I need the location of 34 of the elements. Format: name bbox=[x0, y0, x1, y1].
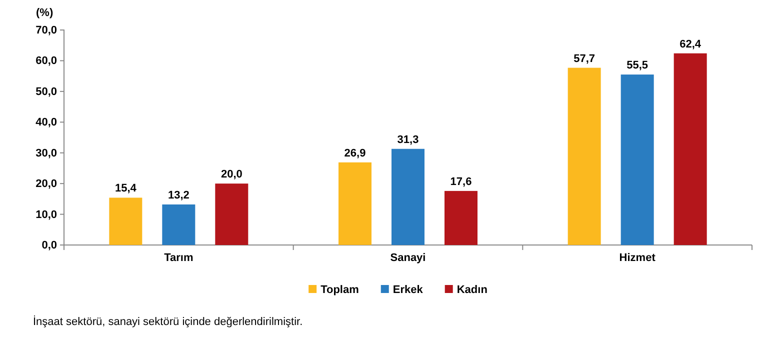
bar bbox=[392, 148, 424, 245]
y-tick-label: 70,0 bbox=[36, 24, 57, 37]
data-label: 57,7 bbox=[574, 52, 596, 65]
legend-label: Toplam bbox=[320, 284, 360, 296]
x-tick-label: Tarım bbox=[164, 252, 194, 264]
bar bbox=[338, 162, 372, 245]
x-tick-label: Sanayi bbox=[390, 252, 426, 264]
bar bbox=[215, 184, 248, 245]
data-label: 31,3 bbox=[397, 134, 419, 146]
data-label: 17,6 bbox=[450, 176, 472, 188]
y-tick-label: 40,0 bbox=[36, 116, 57, 129]
bar bbox=[620, 74, 654, 245]
bar bbox=[109, 198, 142, 245]
data-label: 26,9 bbox=[344, 147, 366, 160]
bar bbox=[674, 53, 707, 245]
bar bbox=[162, 204, 196, 245]
legend-label: Kadın bbox=[456, 284, 488, 296]
data-label: 13,2 bbox=[168, 189, 190, 202]
data-label: 55,5 bbox=[626, 60, 648, 72]
y-tick-label: 10,0 bbox=[36, 208, 57, 221]
y-tick-label: 20,0 bbox=[36, 178, 57, 190]
y-axis-title: (%) bbox=[36, 7, 54, 19]
legend-label: Erkek bbox=[392, 284, 424, 296]
y-tick-label: 50,0 bbox=[36, 86, 57, 98]
bar bbox=[444, 190, 478, 245]
y-tick-label: 0,0 bbox=[42, 240, 57, 252]
data-label: 62,4 bbox=[680, 38, 702, 50]
bar bbox=[568, 68, 601, 245]
data-label: 20,0 bbox=[220, 168, 242, 181]
y-tick-label: 30,0 bbox=[36, 147, 57, 160]
x-tick-label: Hizmet bbox=[619, 252, 656, 264]
data-label: 15,4 bbox=[114, 182, 138, 195]
y-tick-label: 60,0 bbox=[36, 55, 57, 68]
text: İnşaat sektörü, sanayi sektörü içinde değerlendirilmiştir. bbox=[33, 315, 303, 328]
